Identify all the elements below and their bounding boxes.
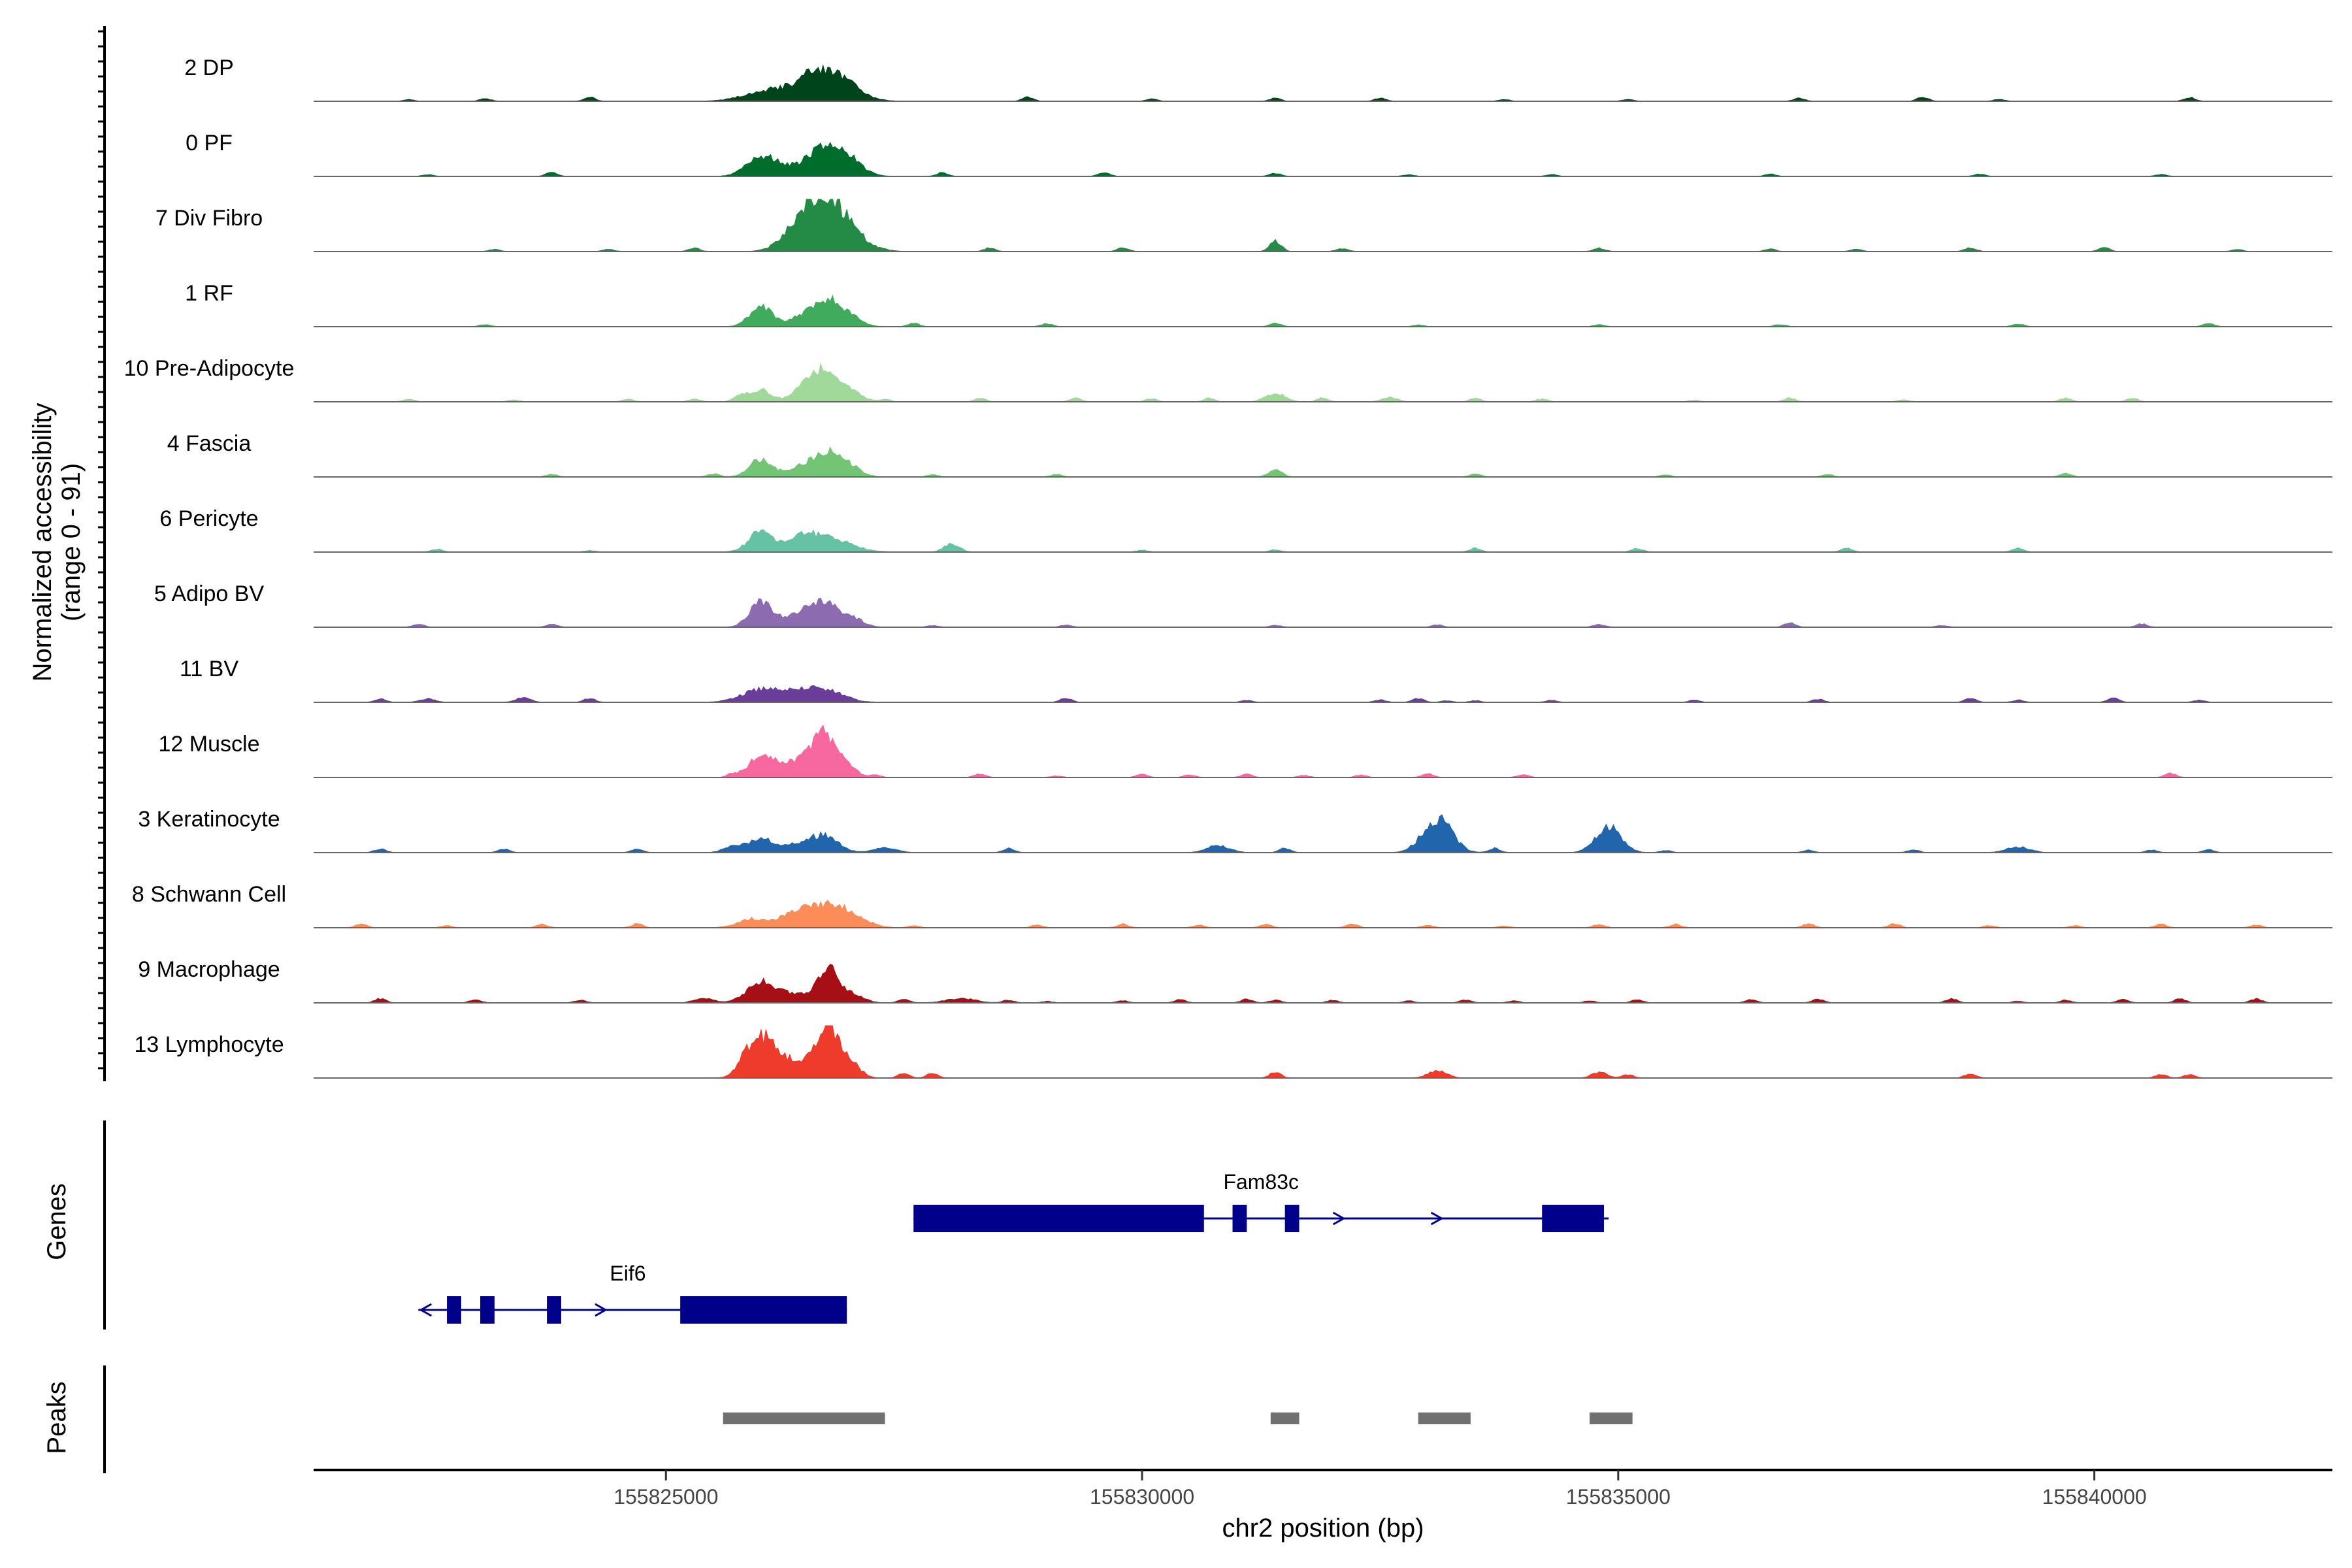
track-label: 7 Div Fibro xyxy=(155,206,263,231)
exon xyxy=(680,1296,847,1324)
peak-track xyxy=(103,1365,1633,1473)
strand-arrow xyxy=(419,1303,433,1317)
track-0-pf: 0 PF xyxy=(186,131,2332,177)
x-tick-label: 155840000 xyxy=(2042,1485,2147,1509)
track-11-bv: 11 BV xyxy=(180,657,2332,703)
gene-label: Eif6 xyxy=(610,1262,645,1285)
track-label: 4 Fascia xyxy=(167,431,252,456)
gene-eif6: Eif6 xyxy=(418,1262,847,1324)
track-8-schwann-cell: 8 Schwann Cell xyxy=(132,882,2332,928)
coverage-area xyxy=(314,685,2332,703)
y-axis-title: Normalized accessibility xyxy=(28,403,57,682)
exon xyxy=(1284,1205,1299,1232)
track-label: 0 PF xyxy=(186,131,233,155)
track-label: 3 Keratinocyte xyxy=(138,807,280,832)
gene-fam83c: Fam83c xyxy=(913,1170,1609,1232)
coverage-area xyxy=(314,141,2332,177)
track-label: 5 Adipo BV xyxy=(154,581,265,606)
exon xyxy=(1232,1205,1247,1232)
track-label: 8 Schwann Cell xyxy=(132,882,286,907)
gene-label: Fam83c xyxy=(1223,1170,1299,1194)
coverage-area xyxy=(314,362,2332,402)
strand-arrow xyxy=(595,1303,608,1317)
track-4-fascia: 4 Fascia xyxy=(167,431,2332,478)
coverage-area xyxy=(314,1025,2332,1079)
peak-region xyxy=(1270,1413,1299,1424)
exon xyxy=(1542,1205,1604,1232)
peak-region xyxy=(723,1413,885,1424)
track-7-div-fibro: 7 Div Fibro xyxy=(155,199,2332,252)
coverage-area xyxy=(314,294,2332,327)
track-6-pericyte: 6 Pericyte xyxy=(159,506,2332,553)
exon xyxy=(480,1296,495,1324)
coverage-area xyxy=(314,814,2332,853)
track-label: 13 Lymphocyte xyxy=(134,1032,284,1057)
track-label: 12 Muscle xyxy=(159,732,260,757)
track-label: 1 RF xyxy=(185,281,233,306)
x-axis-title: chr2 position (bp) xyxy=(1222,1514,1424,1543)
coverage-area xyxy=(314,446,2332,478)
track-5-adipo-bv: 5 Adipo BV xyxy=(154,581,2332,628)
peak-region xyxy=(1418,1413,1471,1424)
coverage-area xyxy=(314,900,2332,928)
coverage-area xyxy=(314,529,2332,553)
gene-track: Fam83c Eif6 xyxy=(103,1120,1609,1330)
coverage-area xyxy=(314,724,2332,778)
strand-arrow xyxy=(1430,1211,1444,1226)
track-2-dp: 2 DP xyxy=(184,56,2332,102)
exon xyxy=(913,1205,1204,1232)
track-label: 9 Macrophage xyxy=(138,957,280,982)
track-label: 11 BV xyxy=(180,657,238,681)
track-label: 2 DP xyxy=(184,56,234,80)
track-9-macrophage: 9 Macrophage xyxy=(138,957,2332,1004)
coverage-area xyxy=(314,64,2332,102)
exon xyxy=(547,1296,561,1324)
coverage-area xyxy=(314,199,2332,252)
track-12-muscle: 12 Muscle xyxy=(159,724,2332,778)
peak-region xyxy=(1590,1413,1633,1424)
exon xyxy=(447,1296,461,1324)
y-axis-range-label: (range 0 - 91) xyxy=(57,463,86,621)
track-13-lymphocyte: 13 Lymphocyte xyxy=(134,1025,2332,1079)
accessibility-tracks: 2 DP 0 PF 7 Div Fibro 1 RF 10 Pre-Adipocyte 4… xyxy=(98,26,2332,1081)
track-3-keratinocyte: 3 Keratinocyte xyxy=(138,807,2332,853)
x-tick-label: 155830000 xyxy=(1090,1485,1194,1509)
coverage-area xyxy=(314,964,2332,1004)
track-1-rf: 1 RF xyxy=(185,281,2332,327)
x-axis: 155825000 155830000 155835000 155840000 xyxy=(314,1469,2332,1509)
peaks-track-label: Peaks xyxy=(42,1381,71,1454)
track-10-pre-adipocyte: 10 Pre-Adipocyte xyxy=(124,356,2332,402)
x-tick-label: 155835000 xyxy=(1566,1485,1671,1509)
x-tick-label: 155825000 xyxy=(613,1485,718,1509)
track-label: 6 Pericyte xyxy=(159,506,258,531)
strand-arrow xyxy=(1332,1211,1346,1226)
coverage-area xyxy=(314,597,2332,628)
genes-track-label: Genes xyxy=(42,1183,71,1260)
track-label: 10 Pre-Adipocyte xyxy=(124,356,295,381)
